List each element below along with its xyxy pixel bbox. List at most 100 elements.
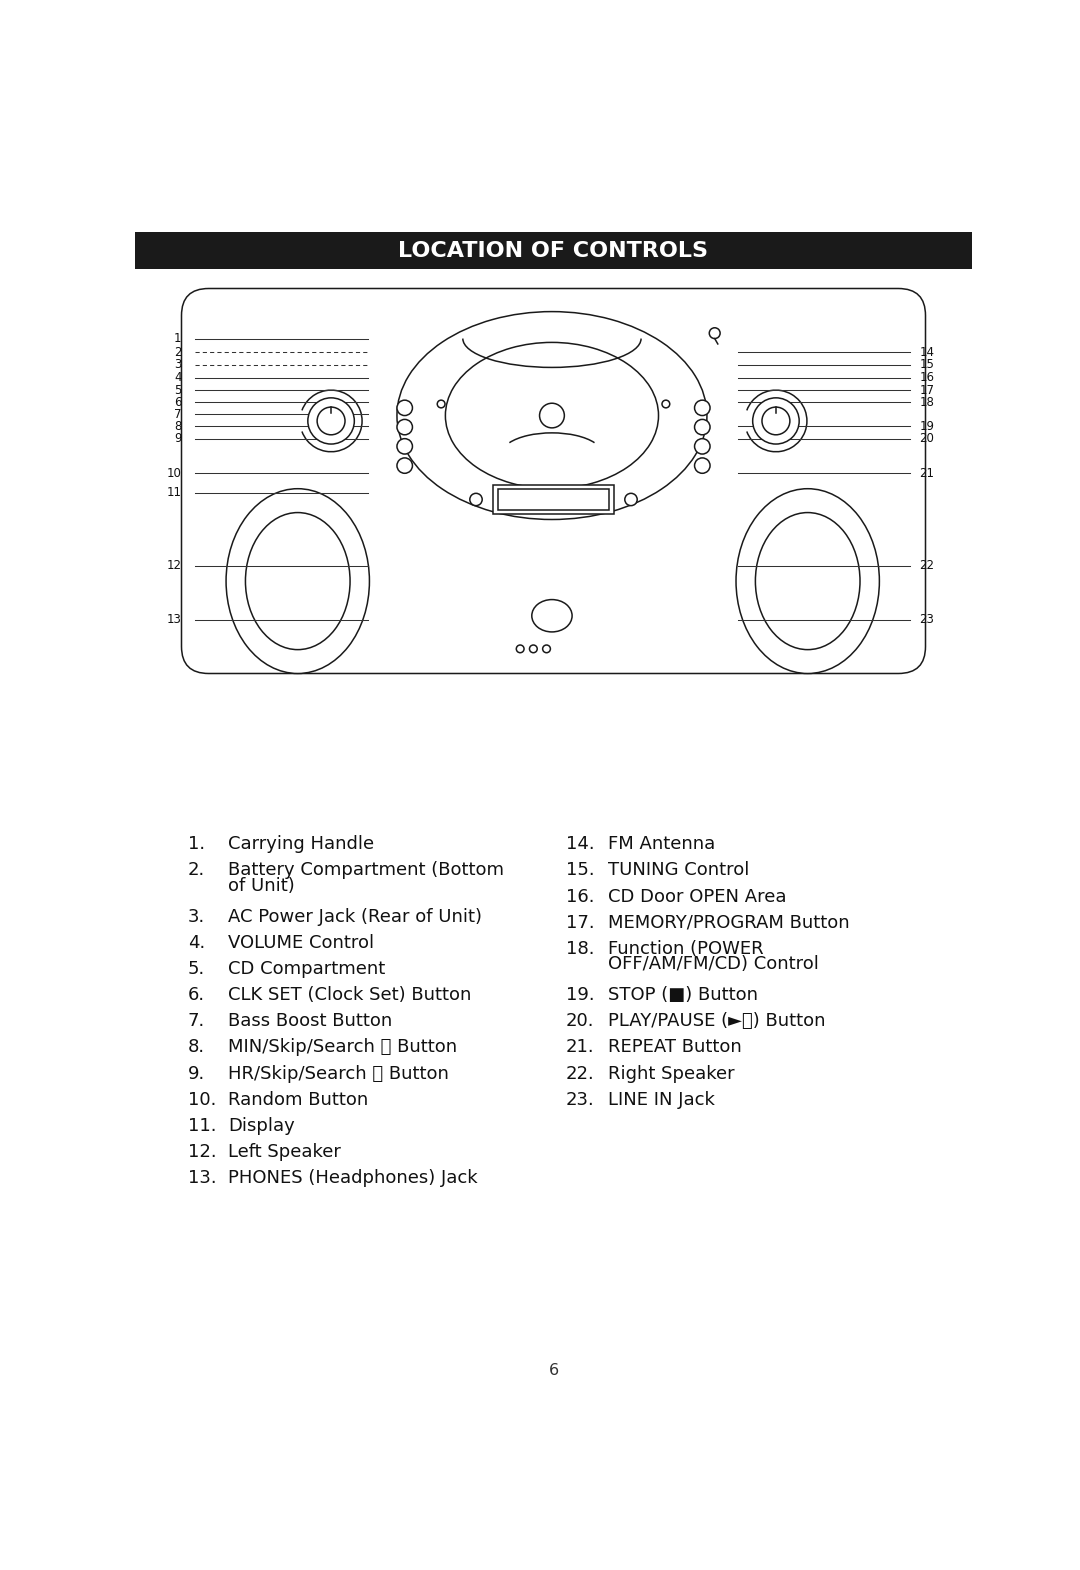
Circle shape <box>529 645 537 653</box>
Text: 3.: 3. <box>188 907 205 926</box>
Text: 14: 14 <box>919 345 934 360</box>
Circle shape <box>710 328 720 339</box>
Text: 6: 6 <box>174 396 181 408</box>
Circle shape <box>762 407 789 435</box>
Circle shape <box>694 458 710 473</box>
Text: 17.: 17. <box>566 914 594 931</box>
Circle shape <box>540 403 565 429</box>
Text: 22.: 22. <box>566 1064 595 1083</box>
Circle shape <box>542 645 551 653</box>
Text: LOCATION OF CONTROLS: LOCATION OF CONTROLS <box>399 240 708 261</box>
Text: 6.: 6. <box>188 986 205 1005</box>
Text: 7.: 7. <box>188 1013 205 1030</box>
Text: REPEAT Button: REPEAT Button <box>608 1038 742 1057</box>
Text: 13: 13 <box>166 614 181 626</box>
Text: 19.: 19. <box>566 986 594 1005</box>
FancyBboxPatch shape <box>135 232 972 268</box>
Text: 4: 4 <box>174 372 181 385</box>
Circle shape <box>694 400 710 416</box>
Ellipse shape <box>531 600 572 631</box>
Circle shape <box>437 400 445 408</box>
Ellipse shape <box>245 512 350 650</box>
Text: Function (POWER: Function (POWER <box>608 940 764 958</box>
Text: 15.: 15. <box>566 862 594 879</box>
Text: 21.: 21. <box>566 1038 594 1057</box>
Text: HR/Skip/Search ⏭ Button: HR/Skip/Search ⏭ Button <box>228 1064 449 1083</box>
Text: 10: 10 <box>166 466 181 480</box>
Text: 11.: 11. <box>188 1116 216 1135</box>
Text: 5: 5 <box>174 383 181 397</box>
Text: STOP (■) Button: STOP (■) Button <box>608 986 758 1005</box>
Text: 20.: 20. <box>566 1013 594 1030</box>
FancyBboxPatch shape <box>498 488 609 510</box>
Circle shape <box>397 400 413 416</box>
Text: 3: 3 <box>174 358 181 371</box>
Text: Random Button: Random Button <box>228 1091 368 1108</box>
Circle shape <box>470 493 482 506</box>
Text: 18.: 18. <box>566 940 594 958</box>
Text: MEMORY/PROGRAM Button: MEMORY/PROGRAM Button <box>608 914 849 931</box>
Text: 2.: 2. <box>188 862 205 879</box>
Text: Display: Display <box>228 1116 295 1135</box>
Circle shape <box>625 493 637 506</box>
Text: CD Door OPEN Area: CD Door OPEN Area <box>608 887 786 906</box>
Text: of Unit): of Unit) <box>228 876 295 895</box>
Circle shape <box>753 397 799 444</box>
Text: 20: 20 <box>919 432 934 446</box>
Circle shape <box>662 400 670 408</box>
Text: AC Power Jack (Rear of Unit): AC Power Jack (Rear of Unit) <box>228 907 482 926</box>
Text: VOLUME Control: VOLUME Control <box>228 934 374 951</box>
Circle shape <box>318 407 345 435</box>
Text: Right Speaker: Right Speaker <box>608 1064 734 1083</box>
Text: 21: 21 <box>919 466 934 480</box>
Text: 19: 19 <box>919 419 934 433</box>
Text: OFF/AM/FM/CD) Control: OFF/AM/FM/CD) Control <box>608 955 819 973</box>
Text: PHONES (Headphones) Jack: PHONES (Headphones) Jack <box>228 1170 477 1187</box>
Text: 9.: 9. <box>188 1064 205 1083</box>
Text: 22: 22 <box>919 559 934 571</box>
Text: 15: 15 <box>919 358 934 371</box>
Circle shape <box>397 458 413 473</box>
Text: Carrying Handle: Carrying Handle <box>228 835 374 853</box>
Text: 8.: 8. <box>188 1038 205 1057</box>
Circle shape <box>397 419 413 435</box>
Text: 23: 23 <box>919 614 934 626</box>
Text: CD Compartment: CD Compartment <box>228 959 386 978</box>
Circle shape <box>308 397 354 444</box>
Text: Left Speaker: Left Speaker <box>228 1143 341 1162</box>
Text: 8: 8 <box>174 419 181 433</box>
Text: LINE IN Jack: LINE IN Jack <box>608 1091 715 1108</box>
Ellipse shape <box>755 512 860 650</box>
Text: 16.: 16. <box>566 887 594 906</box>
Text: FM Antenna: FM Antenna <box>608 835 715 853</box>
Text: MIN/Skip/Search ⏮ Button: MIN/Skip/Search ⏮ Button <box>228 1038 457 1057</box>
Text: 13.: 13. <box>188 1170 216 1187</box>
Circle shape <box>516 645 524 653</box>
Text: 4.: 4. <box>188 934 205 951</box>
Text: 5.: 5. <box>188 959 205 978</box>
Text: 16: 16 <box>919 372 934 385</box>
Ellipse shape <box>735 488 879 674</box>
Circle shape <box>694 438 710 454</box>
Ellipse shape <box>226 488 369 674</box>
FancyBboxPatch shape <box>494 485 613 513</box>
Circle shape <box>397 438 413 454</box>
Text: TUNING Control: TUNING Control <box>608 862 750 879</box>
FancyBboxPatch shape <box>181 289 926 674</box>
Text: 12: 12 <box>166 559 181 571</box>
Text: 9: 9 <box>174 432 181 446</box>
Text: 12.: 12. <box>188 1143 216 1162</box>
Circle shape <box>694 419 710 435</box>
Text: 23.: 23. <box>566 1091 595 1108</box>
Text: 7: 7 <box>174 408 181 421</box>
Text: 18: 18 <box>919 396 934 408</box>
Text: 11: 11 <box>166 487 181 499</box>
Text: 1.: 1. <box>188 835 205 853</box>
Text: 1: 1 <box>174 331 181 345</box>
Text: 2: 2 <box>174 345 181 360</box>
Text: 14.: 14. <box>566 835 594 853</box>
Text: 6: 6 <box>549 1363 558 1378</box>
Text: Battery Compartment (Bottom: Battery Compartment (Bottom <box>228 862 504 879</box>
Text: CLK SET (Clock Set) Button: CLK SET (Clock Set) Button <box>228 986 471 1005</box>
Text: Bass Boost Button: Bass Boost Button <box>228 1013 392 1030</box>
